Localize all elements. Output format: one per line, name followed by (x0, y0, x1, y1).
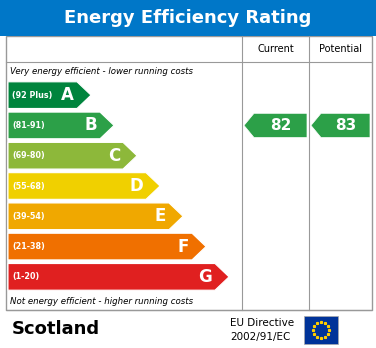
Text: A: A (61, 86, 74, 104)
Text: Potential: Potential (319, 44, 362, 54)
Bar (6, 36, 372, 310)
Text: Scotland: Scotland (12, 320, 100, 338)
Text: F: F (177, 238, 189, 255)
Polygon shape (8, 142, 137, 169)
Polygon shape (8, 112, 114, 139)
Text: C: C (108, 147, 120, 165)
Text: Energy Efficiency Rating: Energy Efficiency Rating (64, 9, 312, 27)
Bar (304, 316, 338, 344)
Bar (0, 0, 376, 36)
Text: (92 Plus): (92 Plus) (12, 90, 52, 100)
Polygon shape (8, 173, 160, 199)
Text: B: B (84, 117, 97, 134)
Text: 82: 82 (270, 118, 291, 133)
Polygon shape (244, 113, 307, 137)
Polygon shape (8, 82, 91, 109)
Text: (81-91): (81-91) (12, 121, 45, 130)
Text: 83: 83 (335, 118, 356, 133)
Text: (39-54): (39-54) (12, 212, 45, 221)
Text: (1-20): (1-20) (12, 272, 39, 281)
Polygon shape (311, 113, 370, 137)
Text: (55-68): (55-68) (12, 182, 45, 190)
Text: 2002/91/EC: 2002/91/EC (230, 332, 290, 342)
Text: EU Directive: EU Directive (230, 318, 294, 328)
Text: D: D (129, 177, 143, 195)
Text: E: E (155, 207, 166, 225)
Text: Current: Current (257, 44, 294, 54)
Text: (21-38): (21-38) (12, 242, 45, 251)
Polygon shape (8, 203, 183, 230)
Text: (69-80): (69-80) (12, 151, 45, 160)
Text: Very energy efficient - lower running costs: Very energy efficient - lower running co… (10, 66, 193, 76)
Polygon shape (8, 233, 206, 260)
Text: Not energy efficient - higher running costs: Not energy efficient - higher running co… (10, 296, 193, 306)
Polygon shape (8, 263, 229, 290)
Text: G: G (198, 268, 212, 286)
